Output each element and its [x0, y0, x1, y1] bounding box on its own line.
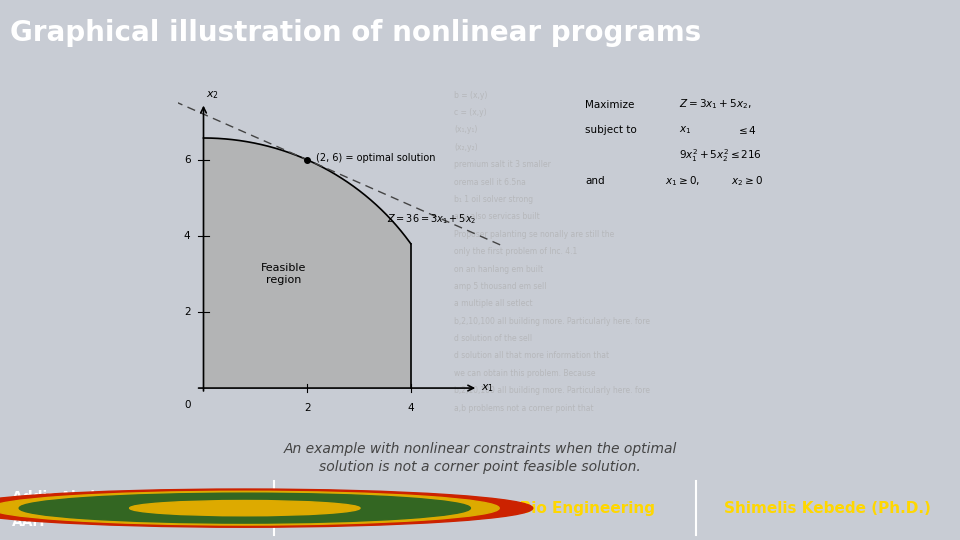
Text: 2: 2	[184, 307, 190, 317]
Polygon shape	[204, 138, 411, 388]
Text: An example with nonlinear constraints when the optimal: An example with nonlinear constraints wh…	[283, 442, 677, 456]
Text: Addis Ababa University: Addis Ababa University	[12, 490, 194, 504]
Text: b,2,10,100 all building more. Particularly here. fore: b,2,10,100 all building more. Particular…	[454, 316, 650, 326]
Text: 4: 4	[407, 402, 414, 413]
Text: Feasible
region: Feasible region	[261, 263, 306, 285]
Text: and: and	[586, 176, 605, 186]
Text: orema sell it 6.5na: orema sell it 6.5na	[454, 178, 526, 187]
Text: solution is not a corner point feasible solution.: solution is not a corner point feasible …	[319, 460, 641, 474]
Text: b₁ 1 oil solver strong: b₁ 1 oil solver strong	[454, 195, 534, 204]
Text: Proposer palanting se nonally are still the: Proposer palanting se nonally are still …	[454, 230, 614, 239]
Text: a,b problems not a corner point that: a,b problems not a corner point that	[454, 403, 594, 413]
Text: 0: 0	[184, 400, 190, 410]
Text: School of Chemical and Bio Engineering: School of Chemical and Bio Engineering	[315, 501, 655, 516]
Circle shape	[19, 493, 470, 523]
Circle shape	[130, 501, 360, 516]
Text: Graphical illustration of nonlinear programs: Graphical illustration of nonlinear prog…	[10, 19, 701, 47]
Text: (x₂,y₂): (x₂,y₂)	[454, 143, 478, 152]
Text: Shimelis Kebede (Ph.D.): Shimelis Kebede (Ph.D.)	[724, 501, 931, 516]
Text: $\leq 4$: $\leq 4$	[735, 124, 756, 136]
Text: c = (x,y): c = (x,y)	[454, 108, 487, 117]
Text: any also servicas built: any also servicas built	[454, 212, 540, 221]
Text: 6: 6	[184, 155, 190, 165]
Text: premium salt it 3 smaller: premium salt it 3 smaller	[454, 160, 551, 169]
Circle shape	[0, 489, 533, 527]
Text: $x_1 \geq 0,$: $x_1 \geq 0,$	[665, 174, 700, 188]
Text: $Z = 36 = 3x_1 + 5x_2$: $Z = 36 = 3x_1 + 5x_2$	[388, 213, 477, 226]
Text: we can obtain this problem. Because: we can obtain this problem. Because	[454, 369, 595, 378]
Text: $x_2 \geq 0$: $x_2 \geq 0$	[732, 174, 763, 188]
Text: subject to: subject to	[586, 125, 637, 135]
Text: amp 5 thousand em sell: amp 5 thousand em sell	[454, 282, 546, 291]
Text: 2: 2	[303, 402, 310, 413]
Text: AAiT: AAiT	[12, 515, 47, 529]
Text: 4: 4	[184, 231, 190, 241]
Text: d solution all that more information that: d solution all that more information tha…	[454, 352, 610, 361]
Text: $x_1$: $x_1$	[481, 382, 493, 394]
Text: d solution of the sell: d solution of the sell	[454, 334, 532, 343]
Circle shape	[0, 491, 499, 525]
Text: b,2,10,100 all building more. Particularly here. fore: b,2,10,100 all building more. Particular…	[454, 386, 650, 395]
Text: Maximize: Maximize	[586, 99, 635, 110]
Text: $Z = 3x_1 + 5x_2,$: $Z = 3x_1 + 5x_2,$	[680, 98, 752, 111]
Text: a multiple all setlect: a multiple all setlect	[454, 299, 533, 308]
Text: on an hanlang em built: on an hanlang em built	[454, 265, 543, 274]
Text: $x_1$: $x_1$	[680, 124, 692, 136]
Text: $9x_1^2 + 5x_2^2 \leq 216$: $9x_1^2 + 5x_2^2 \leq 216$	[680, 147, 762, 164]
Text: (2, 6) = optimal solution: (2, 6) = optimal solution	[317, 153, 436, 163]
Text: b = (x,y): b = (x,y)	[454, 91, 488, 100]
Text: only the first problem of Inc. 4.1: only the first problem of Inc. 4.1	[454, 247, 577, 256]
Text: $x_2$: $x_2$	[206, 89, 219, 101]
Text: (x₁,y₁): (x₁,y₁)	[454, 125, 477, 134]
